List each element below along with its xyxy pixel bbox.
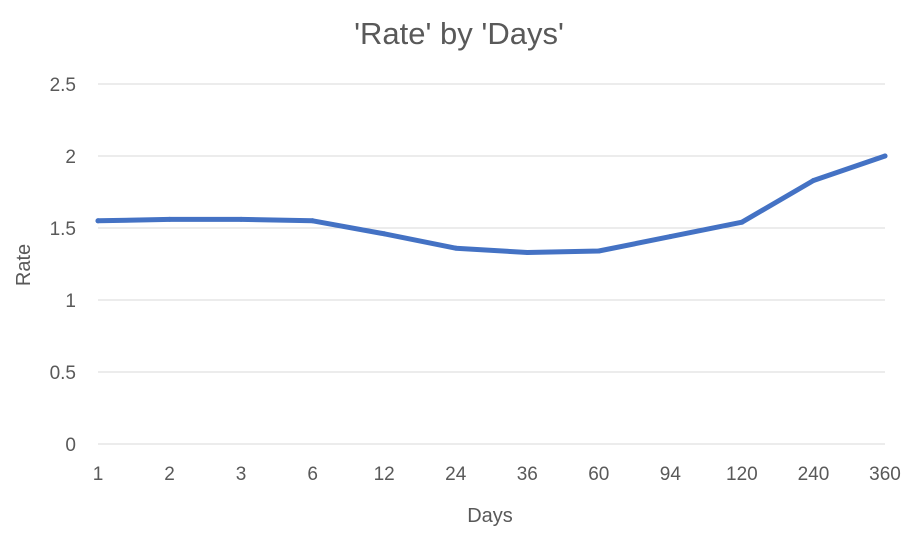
series-group bbox=[95, 153, 888, 255]
data-point-24 bbox=[453, 245, 459, 251]
x-tick-label: 12 bbox=[374, 464, 395, 485]
data-point-3 bbox=[238, 216, 244, 222]
x-axis-ticks: 1 2 3 6 12 24 36 60 94 120 240 360 bbox=[93, 464, 901, 485]
x-tick-label: 36 bbox=[517, 464, 538, 485]
x-tick-label: 1 bbox=[93, 464, 104, 485]
series-line-0 bbox=[95, 153, 888, 255]
y-tick-label: 0.5 bbox=[50, 363, 76, 384]
data-point-94 bbox=[667, 234, 673, 240]
x-tick-label: 60 bbox=[588, 464, 609, 485]
x-tick-label: 120 bbox=[726, 464, 758, 485]
y-tick-label: 1.5 bbox=[50, 219, 76, 240]
data-point-1 bbox=[95, 218, 101, 224]
y-axis-ticks: 0 0.5 1 1.5 2 2.5 bbox=[50, 75, 76, 456]
x-tick-label: 360 bbox=[869, 464, 901, 485]
x-tick-label: 6 bbox=[307, 464, 318, 485]
data-point-12 bbox=[381, 231, 387, 237]
gridlines bbox=[98, 83, 885, 445]
y-tick-label: 2.5 bbox=[50, 75, 76, 96]
x-tick-label: 2 bbox=[164, 464, 175, 485]
x-axis-title: Days bbox=[467, 505, 513, 527]
chart-title: 'Rate' by 'Days' bbox=[354, 16, 564, 51]
data-point-6 bbox=[310, 218, 316, 224]
y-tick-label: 0 bbox=[65, 435, 76, 456]
x-tick-label: 24 bbox=[445, 464, 467, 485]
data-point-240 bbox=[810, 177, 816, 183]
data-point-60 bbox=[596, 248, 602, 254]
y-axis-title: Rate bbox=[13, 244, 35, 286]
y-tick-label: 1 bbox=[65, 291, 76, 312]
data-point-120 bbox=[739, 219, 745, 225]
x-tick-label: 94 bbox=[660, 464, 682, 485]
data-point-360 bbox=[882, 153, 888, 159]
data-point-36 bbox=[524, 249, 530, 255]
data-point-2 bbox=[167, 216, 173, 222]
x-tick-label: 240 bbox=[798, 464, 830, 485]
y-tick-label: 2 bbox=[65, 147, 76, 168]
x-tick-label: 3 bbox=[236, 464, 247, 485]
